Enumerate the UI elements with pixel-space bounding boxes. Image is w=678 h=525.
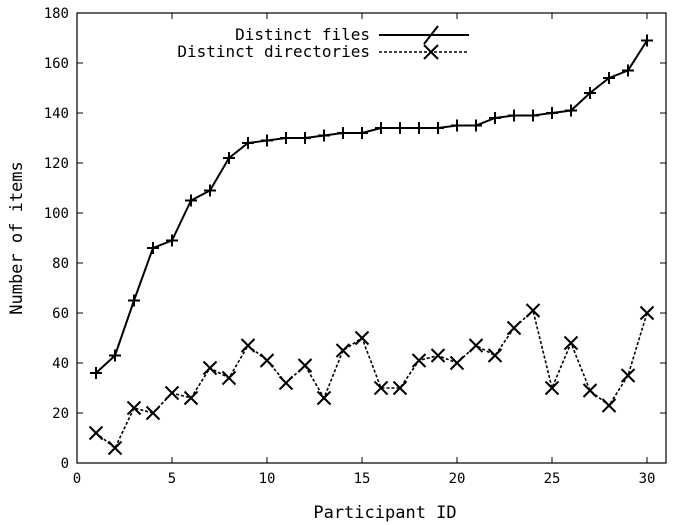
data-point-1	[183, 390, 199, 406]
x-tick-label: 30	[639, 471, 656, 487]
data-point-1	[468, 338, 484, 353]
data-point-0	[641, 34, 653, 47]
data-point-0	[489, 112, 501, 124]
legend-marker-1	[423, 44, 439, 60]
data-point-0	[432, 122, 444, 134]
data-point-0	[375, 122, 387, 134]
data-point-0	[261, 134, 273, 147]
plot-frame	[76, 12, 667, 464]
data-point-0	[242, 137, 254, 149]
x-axis-title: Participant ID	[313, 503, 456, 523]
data-point-1	[259, 353, 275, 368]
data-point-1	[544, 380, 560, 396]
y-tick-label: 40	[52, 356, 69, 372]
data-point-1	[335, 343, 351, 358]
data-point-0	[90, 367, 102, 379]
data-point-1	[126, 400, 142, 416]
data-point-0	[451, 119, 463, 132]
data-point-1	[164, 385, 180, 401]
data-point-1	[202, 360, 218, 376]
data-point-0	[204, 184, 216, 197]
data-point-1	[620, 368, 636, 383]
data-point-0	[527, 109, 539, 122]
data-point-1	[107, 440, 123, 456]
y-tick-label: 100	[44, 206, 69, 222]
data-point-1	[297, 358, 313, 373]
data-point-1	[563, 335, 579, 351]
y-tick-label: 60	[52, 306, 69, 322]
data-point-0	[185, 194, 197, 207]
data-point-1	[487, 348, 503, 363]
data-point-1	[240, 338, 256, 353]
y-tick-label: 80	[52, 256, 69, 272]
series-line-1	[95, 308, 648, 450]
data-point-1	[506, 320, 522, 336]
data-point-0	[280, 132, 292, 144]
y-tick-label: 180	[44, 6, 69, 22]
x-tick-label: 0	[73, 471, 81, 487]
data-point-0	[166, 234, 178, 247]
data-point-1	[392, 380, 408, 396]
y-tick-label: 160	[44, 56, 69, 72]
data-point-0	[584, 87, 596, 99]
data-point-0	[128, 294, 140, 307]
x-tick-label: 25	[544, 471, 561, 487]
data-point-0	[147, 242, 159, 254]
data-point-1	[449, 355, 465, 371]
data-point-0	[299, 132, 311, 144]
x-tick-label: 10	[259, 471, 276, 487]
x-tick-label: 15	[354, 471, 371, 487]
series-line-0	[95, 39, 648, 374]
data-point-0	[394, 122, 406, 134]
data-point-0	[508, 109, 520, 122]
data-point-0	[109, 349, 121, 362]
series-layer	[88, 34, 655, 456]
y-axis: 0 20 40 60 80 100 120 140 160 180	[44, 6, 666, 472]
y-tick-label: 120	[44, 156, 69, 172]
data-point-1	[145, 405, 161, 421]
data-point-1	[582, 383, 598, 398]
y-axis-title: Number of items	[7, 161, 27, 315]
data-point-0	[337, 127, 349, 139]
data-point-0	[565, 104, 577, 117]
data-point-1	[639, 305, 655, 321]
data-point-1	[430, 348, 446, 363]
data-point-1	[278, 375, 294, 391]
y-tick-label: 20	[52, 406, 69, 422]
x-tick-label: 20	[449, 471, 466, 487]
data-point-1	[601, 398, 617, 413]
data-point-1	[354, 330, 370, 346]
legend-marker-0	[423, 25, 439, 45]
data-point-0	[223, 152, 235, 164]
data-point-1	[88, 425, 104, 441]
data-point-1	[221, 370, 237, 386]
data-point-0	[413, 122, 425, 134]
y-tick-label: 140	[44, 106, 69, 122]
data-point-0	[470, 119, 482, 132]
data-point-0	[603, 72, 615, 84]
data-point-1	[525, 303, 541, 318]
data-point-0	[318, 129, 330, 142]
data-point-0	[546, 107, 558, 119]
y-tick-label: 0	[61, 456, 69, 472]
data-point-0	[622, 64, 634, 77]
data-point-1	[373, 380, 389, 396]
legend-label: Distinct files	[235, 25, 370, 44]
x-axis: 0 5 10 15 20 25 30	[73, 13, 656, 487]
data-point-0	[356, 127, 368, 139]
data-point-1	[411, 353, 427, 368]
data-point-1	[316, 390, 332, 406]
legend-label: Distinct directories	[177, 42, 370, 61]
x-tick-label: 5	[168, 471, 176, 487]
